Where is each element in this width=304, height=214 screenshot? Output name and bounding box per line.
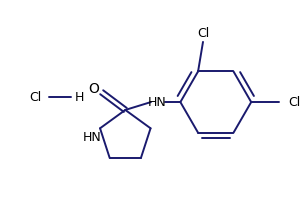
Text: HN: HN — [83, 131, 102, 144]
Text: Cl: Cl — [197, 27, 209, 40]
Text: O: O — [88, 82, 99, 96]
Text: HN: HN — [147, 96, 166, 108]
Text: Cl: Cl — [30, 91, 42, 104]
Text: H: H — [74, 91, 84, 104]
Text: Cl: Cl — [288, 96, 301, 108]
